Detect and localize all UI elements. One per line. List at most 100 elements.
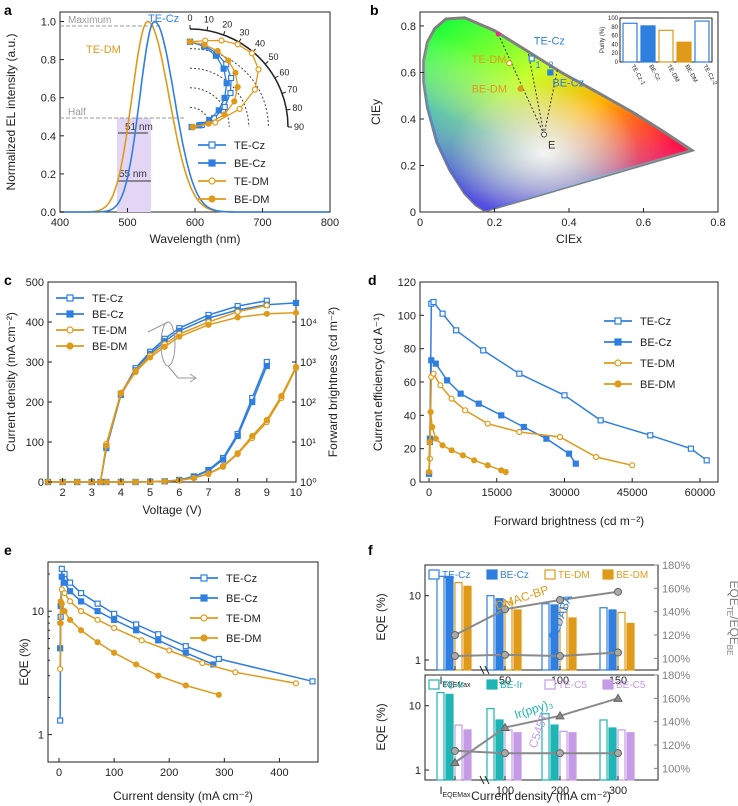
x-tick-label: 0.8 xyxy=(710,217,725,229)
x-tick-label: 30000 xyxy=(549,487,580,499)
bar-te-dm xyxy=(617,611,626,671)
panel-e-frame xyxy=(47,561,319,763)
x-tick-label: 10 xyxy=(290,487,302,499)
ratio-point xyxy=(501,605,509,614)
l-point-be-dm xyxy=(97,478,104,486)
ce-point-te-dm xyxy=(516,428,523,436)
l-point-be-dm xyxy=(117,390,125,397)
panel-c-ticks: 2 3 4 5 6 7 8 9 10010020030040050010⁰10¹10²10³10… xyxy=(26,277,318,499)
legend-label-be-cz: BE-Cz xyxy=(640,337,672,349)
panel-f-bottom-ylabel: EQE (%) xyxy=(374,703,388,750)
legend-label: BE-Ir xyxy=(500,680,523,691)
legend-a: TE-Cz BE-Cz TE-DM BE-DM xyxy=(198,140,269,206)
j-point-be-dm xyxy=(219,462,227,470)
legend-marker-be-cz xyxy=(200,594,208,602)
cie-point-te-dm xyxy=(506,60,513,67)
bar-be-cz xyxy=(495,598,504,671)
ce-point-be-cz xyxy=(428,357,435,364)
legend-marker-be-cz xyxy=(614,338,622,346)
y2-tick-label: 10³ xyxy=(300,357,316,369)
legend-label-be-dm: BE-DM xyxy=(226,633,261,645)
eqe-point-te-cz xyxy=(309,678,316,685)
eqe-point-te-dm xyxy=(94,616,101,623)
eqe-point-be-cz xyxy=(182,649,189,656)
bar-be-dm xyxy=(513,609,522,671)
x-tick-sub: EQEMax xyxy=(443,682,472,689)
bar-te-cz xyxy=(436,575,445,671)
eqe-point-te-dm xyxy=(292,680,300,687)
ratio-point xyxy=(451,631,459,639)
legend-label: BE-Cz xyxy=(500,570,529,581)
ce-point-be-cz xyxy=(457,390,464,397)
ce-point-te-cz xyxy=(703,457,710,464)
fwhm-label-2: 55 nm xyxy=(119,169,147,180)
panel-d-xlabel: Forward brightness (cd m⁻²) xyxy=(494,514,644,528)
j-point-be-dm xyxy=(74,478,81,486)
ratio-line xyxy=(454,590,619,636)
ratio-point xyxy=(556,652,564,660)
polar-point-be-dm xyxy=(225,57,232,64)
ce-line-te-dm xyxy=(428,372,633,473)
j-line-te-cz xyxy=(48,361,268,483)
eqe-point-te-cz xyxy=(182,643,189,650)
legend-marker-te-dm xyxy=(200,614,208,622)
legend-label-te-cz: TE-Cz xyxy=(92,293,123,305)
polar-tick xyxy=(264,61,269,65)
l-point-te-dm xyxy=(234,308,241,315)
y2-tick-label: 10¹ xyxy=(300,437,316,449)
inset-x-label: TE-DM xyxy=(665,64,680,83)
eqe-point-te-cz xyxy=(155,631,162,638)
ce-point-te-cz xyxy=(430,298,437,306)
j-point-be-dm xyxy=(190,474,197,482)
legend-marker-te-cz xyxy=(208,141,216,149)
ce-point-be-dm xyxy=(459,452,466,459)
y-tick-label: 500 xyxy=(26,277,44,289)
panel-a-ticks: 400 500 600 700 800 0.0 0.2 0.4 0.6 0.8 1.0 xyxy=(41,17,339,229)
ce-point-be-dm xyxy=(471,457,478,464)
panel-e-xlabel: Current density (mA cm⁻²) xyxy=(113,789,253,803)
l-point-be-dm xyxy=(205,321,212,328)
y-tick-label: 1 xyxy=(415,765,421,777)
legend-c: TE-Cz BE-Cz TE-DM BE-DM xyxy=(56,293,127,353)
polar-tick xyxy=(206,26,209,31)
polar-tick-label: 50 xyxy=(268,52,278,62)
legend-label-te-dm: TE-DM xyxy=(640,358,675,370)
x-tick-label: 100 xyxy=(105,767,123,779)
legend-label-be-cz: BE-Cz xyxy=(92,309,124,321)
el-curve-te-cz xyxy=(60,20,330,213)
eqe-point-be-cz xyxy=(155,637,162,644)
polar-point-be-cz xyxy=(221,94,228,102)
ratio-point xyxy=(450,757,460,766)
polar-point-te-dm xyxy=(255,66,262,73)
eqe-point-be-dm xyxy=(77,627,85,634)
inset-y-tick-label: 100 xyxy=(608,16,619,22)
polar-point-te-dm xyxy=(236,105,243,113)
l-point-be-dm xyxy=(161,343,168,350)
x-tick-label: 0.6 xyxy=(636,217,651,229)
legend-label-be-cz: BE-Cz xyxy=(226,593,258,605)
x-tick-label: 500 xyxy=(118,217,136,229)
ratio-point xyxy=(555,710,565,720)
polar-tick-label: 30 xyxy=(239,28,249,38)
y2-tick-label: 100% xyxy=(662,763,690,775)
legend-marker-be-dm xyxy=(208,195,216,203)
ce-point-te-dm xyxy=(484,420,491,427)
ce-point-te-cz xyxy=(647,432,654,439)
ce-point-te-dm xyxy=(430,370,437,377)
ratio-point xyxy=(451,652,459,660)
y-tick-label: 0.6 xyxy=(401,67,416,79)
panel-d-ylabel: Current efficiency (cd A⁻¹) xyxy=(371,313,385,451)
legend-marker-be-cz xyxy=(66,310,74,318)
y-tick-label: 60 xyxy=(404,377,416,389)
polar-point-te-cz xyxy=(221,103,228,111)
label-te-dm-a: TE-DM xyxy=(86,44,121,56)
ce-point-te-dm xyxy=(462,407,469,414)
ce-point-be-dm xyxy=(484,462,491,469)
legend-swatch xyxy=(544,679,556,690)
eqe-point-te-dm xyxy=(66,598,74,605)
eqe-point-be-cz xyxy=(210,661,217,668)
bar-be-cz xyxy=(550,604,559,671)
right-arrow xyxy=(178,373,197,383)
eqe-point-be-cz xyxy=(111,616,118,623)
